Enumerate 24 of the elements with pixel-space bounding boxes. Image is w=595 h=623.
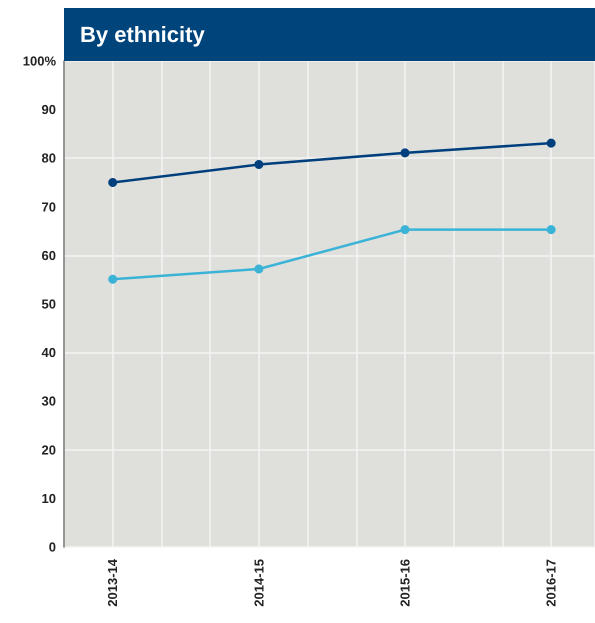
x-tick-label: 2016-17 [544, 559, 559, 607]
y-tick-label: 60 [42, 248, 56, 263]
y-tick-label: 100% [22, 54, 56, 68]
y-tick-label: 40 [42, 345, 56, 360]
point [400, 225, 410, 234]
x-tick-label: 2014-15 [251, 559, 266, 607]
x-tick-label: 2015-16 [398, 559, 413, 607]
y-tick-label: 80 [42, 150, 56, 166]
y-tick-label: 0 [48, 540, 56, 554]
y-tick-label: 90 [42, 102, 56, 118]
chart-title: By ethnicity [64, 8, 595, 61]
y-tick-label: 20 [42, 442, 56, 458]
point [108, 274, 118, 284]
y-tick-label: 30 [42, 394, 56, 409]
point [400, 148, 410, 158]
point [254, 160, 264, 170]
x-tick-label: 2013-14 [105, 558, 120, 607]
y-tick-label: 70 [42, 199, 56, 214]
point [254, 264, 264, 274]
point [546, 225, 556, 234]
y-tick-label: 10 [42, 490, 56, 506]
point [108, 178, 118, 187]
point [546, 138, 556, 148]
y-tick-label: 50 [42, 296, 56, 312]
